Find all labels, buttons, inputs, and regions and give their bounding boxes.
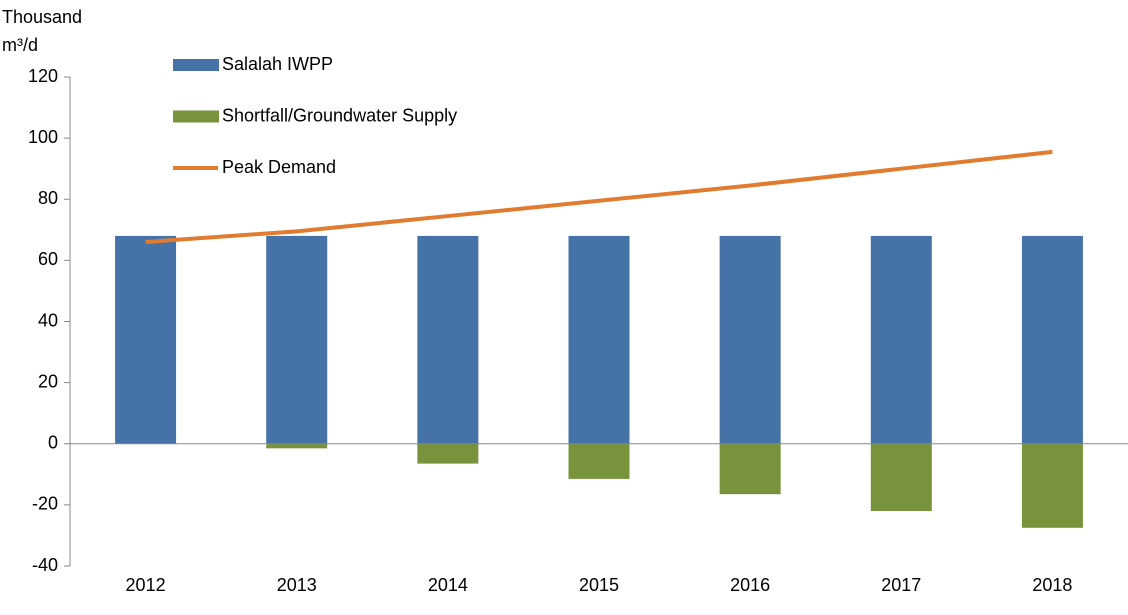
bar xyxy=(568,443,630,479)
bar xyxy=(870,443,932,511)
bar xyxy=(266,443,328,449)
legend-swatch xyxy=(173,110,219,123)
y-tick-label: 20 xyxy=(38,371,58,391)
bar xyxy=(1021,443,1083,528)
bar xyxy=(719,235,781,444)
y-tick-label: 0 xyxy=(48,433,58,453)
x-tick-label: 2016 xyxy=(730,575,770,595)
legend-swatch xyxy=(173,59,219,71)
bar xyxy=(719,443,781,495)
y-tick-label: 40 xyxy=(38,310,58,330)
x-tick-label: 2014 xyxy=(428,575,468,595)
bar xyxy=(568,235,630,444)
bar xyxy=(266,235,328,444)
x-tick-label: 2015 xyxy=(579,575,619,595)
line xyxy=(145,149,1053,245)
bar xyxy=(115,235,177,444)
x-tick-label: 2018 xyxy=(1032,575,1072,595)
y-tick-label: 100 xyxy=(28,127,58,147)
bar xyxy=(417,443,479,464)
x-tick-label: 2017 xyxy=(881,575,921,595)
y-tick-label: -20 xyxy=(32,494,58,514)
y-tick-label: -40 xyxy=(32,555,58,575)
bar xyxy=(1021,235,1083,444)
legend-label: Shortfall/Groundwater Supply xyxy=(222,105,457,125)
y-tick-label: 120 xyxy=(28,66,58,86)
bar xyxy=(870,235,932,444)
y-tick-label: 80 xyxy=(38,188,58,208)
x-tick-label: 2013 xyxy=(277,575,317,595)
legend-label: Salalah IWPP xyxy=(222,54,333,74)
bar xyxy=(417,235,479,444)
legend-label: Peak Demand xyxy=(222,157,336,177)
y-tick-label: 60 xyxy=(38,249,58,269)
y-axis-label: Thousand xyxy=(2,7,82,27)
x-tick-label: 2012 xyxy=(126,575,166,595)
y-axis-label: m³/d xyxy=(2,35,38,55)
